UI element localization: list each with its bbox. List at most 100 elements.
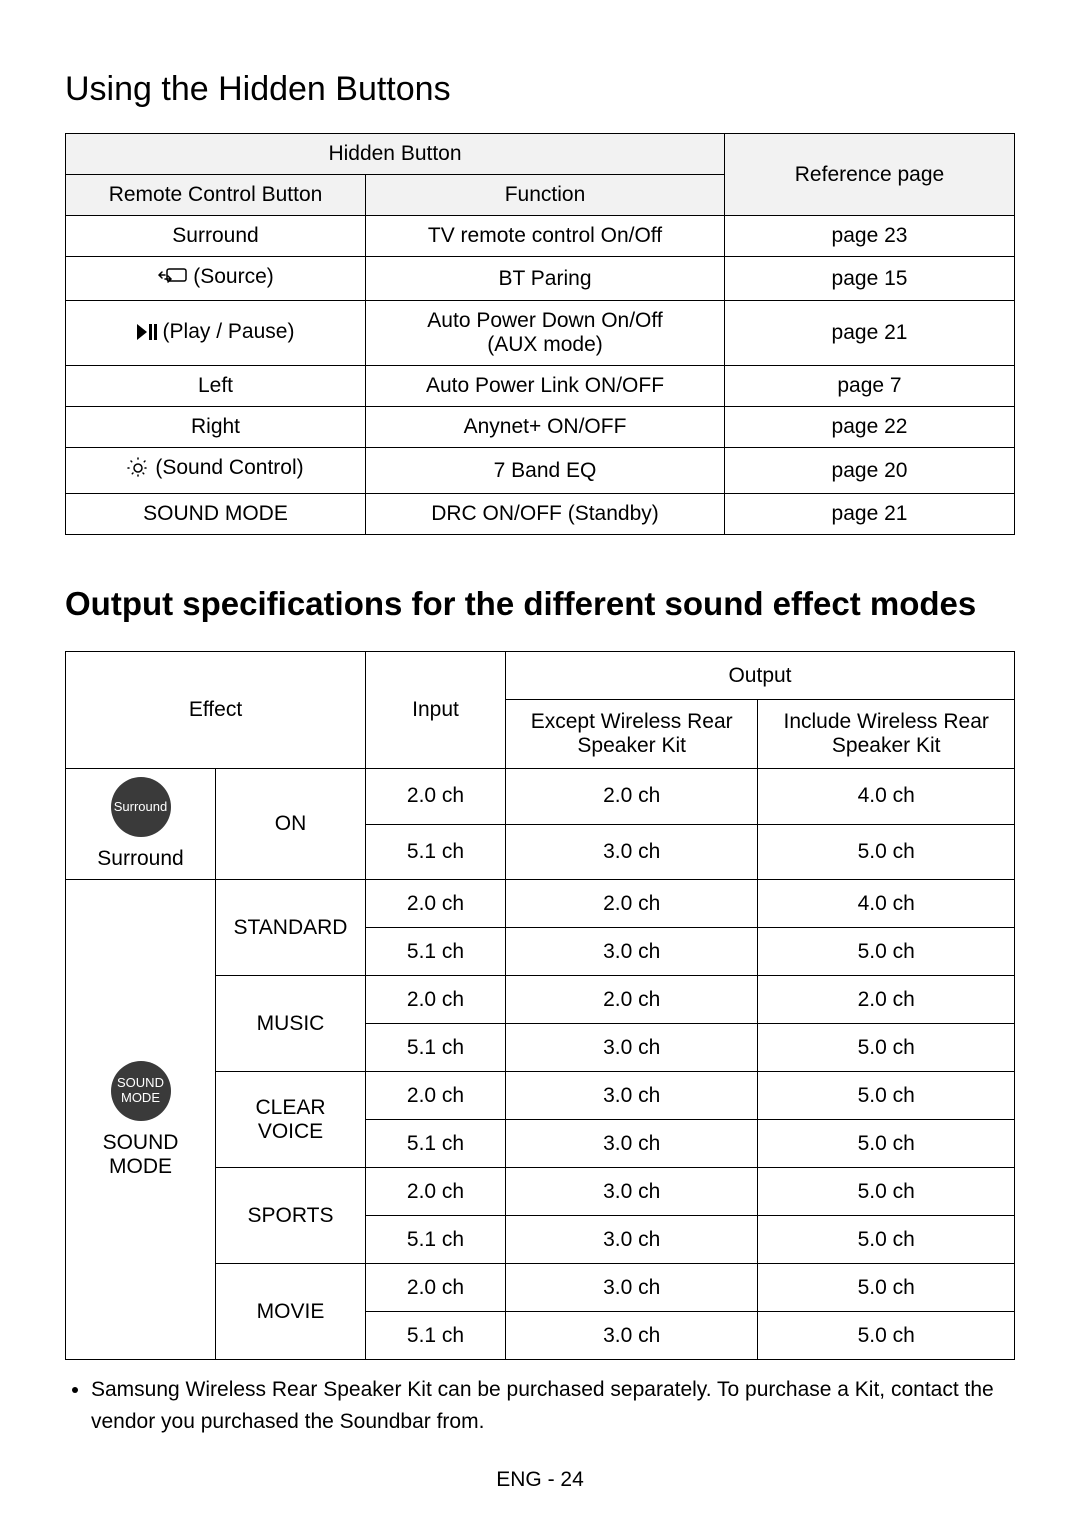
- source-icon: [157, 268, 187, 286]
- table-row: SOUND MODE SOUND MODE STANDARD 2.0 ch 2.…: [66, 880, 1015, 928]
- ref-cell: page 21: [725, 301, 1015, 366]
- include-cell: 5.0 ch: [758, 1168, 1015, 1216]
- header-effect: Effect: [66, 652, 366, 769]
- function-cell: Anynet+ ON/OFF: [366, 407, 725, 448]
- include-cell: 2.0 ch: [758, 976, 1015, 1024]
- header-input: Input: [366, 652, 506, 769]
- input-cell: 2.0 ch: [366, 976, 506, 1024]
- button-cell: Left: [66, 366, 366, 407]
- table-row: (Play / Pause) Auto Power Down On/Off (A…: [66, 301, 1015, 366]
- function-cell: DRC ON/OFF (Standby): [366, 494, 725, 535]
- page-footer: ENG - 24: [0, 1468, 1080, 1492]
- button-cell: Right: [66, 407, 366, 448]
- except-cell: 3.0 ch: [506, 1120, 758, 1168]
- table-row: Left Auto Power Link ON/OFF page 7: [66, 366, 1015, 407]
- mode-cell: ON: [216, 769, 366, 880]
- header-output: Output: [506, 652, 1015, 700]
- except-cell: 3.0 ch: [506, 1264, 758, 1312]
- ref-cell: page 22: [725, 407, 1015, 448]
- play-pause-icon: [137, 324, 157, 340]
- mode-cell: MOVIE: [216, 1264, 366, 1360]
- except-cell: 3.0 ch: [506, 1072, 758, 1120]
- mode-cell: MUSIC: [216, 976, 366, 1072]
- function-cell: Auto Power Link ON/OFF: [366, 366, 725, 407]
- input-cell: 2.0 ch: [366, 1264, 506, 1312]
- except-cell: 3.0 ch: [506, 928, 758, 976]
- table-row: (Source) BT Paring page 15: [66, 257, 1015, 301]
- header-include: Include Wireless Rear Speaker Kit: [758, 700, 1015, 769]
- mode-cell: CLEAR VOICE: [216, 1072, 366, 1168]
- include-cell: 5.0 ch: [758, 1024, 1015, 1072]
- input-cell: 2.0 ch: [366, 769, 506, 825]
- input-cell: 2.0 ch: [366, 880, 506, 928]
- note-list: Samsung Wireless Rear Speaker Kit can be…: [65, 1374, 1015, 1437]
- function-cell: BT Paring: [366, 257, 725, 301]
- button-label: (Source): [193, 265, 274, 289]
- section1-title: Using the Hidden Buttons: [65, 70, 1015, 109]
- include-cell: 4.0 ch: [758, 769, 1015, 825]
- hidden-buttons-table: Hidden Button Reference page Remote Cont…: [65, 133, 1015, 535]
- include-cell: 5.0 ch: [758, 1120, 1015, 1168]
- table-row: Surround Surround ON 2.0 ch 2.0 ch 4.0 c…: [66, 769, 1015, 825]
- ref-cell: page 7: [725, 366, 1015, 407]
- button-cell: (Sound Control): [66, 448, 366, 494]
- input-cell: 5.1 ch: [366, 1024, 506, 1072]
- input-cell: 2.0 ch: [366, 1072, 506, 1120]
- header-hidden-button: Hidden Button: [66, 134, 725, 175]
- table-row: Surround TV remote control On/Off page 2…: [66, 216, 1015, 257]
- note-item: Samsung Wireless Rear Speaker Kit can be…: [91, 1374, 1015, 1437]
- surround-badge-icon: Surround: [111, 777, 171, 837]
- except-cell: 3.0 ch: [506, 1168, 758, 1216]
- table-row: Right Anynet+ ON/OFF page 22: [66, 407, 1015, 448]
- mode-cell: SPORTS: [216, 1168, 366, 1264]
- ref-cell: page 15: [725, 257, 1015, 301]
- output-spec-table: Effect Input Output Except Wireless Rear…: [65, 651, 1015, 1360]
- header-function: Function: [366, 175, 725, 216]
- mode-cell: STANDARD: [216, 880, 366, 976]
- surround-label: Surround: [97, 847, 183, 871]
- header-reference: Reference page: [725, 134, 1015, 216]
- include-cell: 5.0 ch: [758, 1312, 1015, 1360]
- soundmode-label: SOUND MODE: [72, 1131, 209, 1179]
- effect-surround-cell: Surround Surround: [66, 769, 216, 880]
- table-row: SOUND MODE DRC ON/OFF (Standby) page 21: [66, 494, 1015, 535]
- except-cell: 3.0 ch: [506, 1024, 758, 1072]
- include-cell: 5.0 ch: [758, 1216, 1015, 1264]
- except-cell: 3.0 ch: [506, 1312, 758, 1360]
- manual-page: Using the Hidden Buttons Hidden Button R…: [0, 0, 1080, 1532]
- header-remote-button: Remote Control Button: [66, 175, 366, 216]
- except-cell: 3.0 ch: [506, 824, 758, 880]
- input-cell: 5.1 ch: [366, 1216, 506, 1264]
- include-cell: 4.0 ch: [758, 880, 1015, 928]
- button-label: (Play / Pause): [163, 320, 295, 344]
- table-header-row: Hidden Button Reference page: [66, 134, 1015, 175]
- include-cell: 5.0 ch: [758, 1072, 1015, 1120]
- soundmode-badge-icon: SOUND MODE: [111, 1061, 171, 1121]
- include-cell: 5.0 ch: [758, 928, 1015, 976]
- input-cell: 5.1 ch: [366, 1120, 506, 1168]
- except-cell: 2.0 ch: [506, 976, 758, 1024]
- header-except: Except Wireless Rear Speaker Kit: [506, 700, 758, 769]
- button-cell: Surround: [66, 216, 366, 257]
- table-header-row: Effect Input Output: [66, 652, 1015, 700]
- function-cell: 7 Band EQ: [366, 448, 725, 494]
- include-cell: 5.0 ch: [758, 824, 1015, 880]
- function-cell: Auto Power Down On/Off (AUX mode): [366, 301, 725, 366]
- button-cell: (Play / Pause): [66, 301, 366, 366]
- ref-cell: page 21: [725, 494, 1015, 535]
- except-cell: 3.0 ch: [506, 1216, 758, 1264]
- input-cell: 5.1 ch: [366, 928, 506, 976]
- section2-title: Output specifications for the different …: [65, 585, 1015, 623]
- effect-soundmode-cell: SOUND MODE SOUND MODE: [66, 880, 216, 1360]
- ref-cell: page 20: [725, 448, 1015, 494]
- input-cell: 5.1 ch: [366, 1312, 506, 1360]
- button-cell: (Source): [66, 257, 366, 301]
- gear-icon: [127, 457, 149, 479]
- table-row: (Sound Control) 7 Band EQ page 20: [66, 448, 1015, 494]
- include-cell: 5.0 ch: [758, 1264, 1015, 1312]
- input-cell: 5.1 ch: [366, 824, 506, 880]
- ref-cell: page 23: [725, 216, 1015, 257]
- input-cell: 2.0 ch: [366, 1168, 506, 1216]
- button-label: (Sound Control): [155, 456, 303, 480]
- except-cell: 2.0 ch: [506, 880, 758, 928]
